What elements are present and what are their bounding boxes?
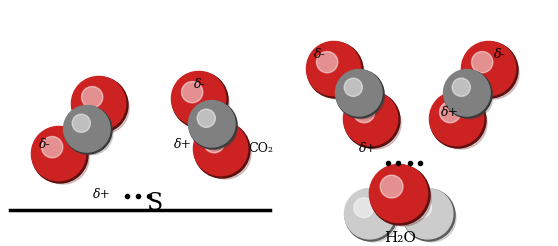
Circle shape (171, 71, 226, 126)
Circle shape (444, 70, 490, 116)
Circle shape (189, 101, 237, 149)
Text: δ-: δ- (39, 138, 51, 152)
Text: H₂O: H₂O (384, 231, 416, 245)
Circle shape (78, 83, 129, 134)
Circle shape (436, 98, 487, 149)
Text: δ-: δ- (194, 77, 206, 91)
Circle shape (200, 128, 251, 179)
Circle shape (69, 111, 113, 155)
Circle shape (376, 171, 431, 226)
Circle shape (430, 92, 486, 148)
Circle shape (316, 51, 338, 73)
Circle shape (71, 77, 126, 131)
Circle shape (344, 188, 395, 239)
Circle shape (370, 165, 430, 225)
Circle shape (194, 122, 248, 176)
Text: S: S (147, 193, 163, 215)
Circle shape (336, 70, 384, 118)
Circle shape (181, 81, 203, 103)
Text: δ+: δ+ (93, 188, 111, 201)
Circle shape (350, 194, 398, 242)
Circle shape (369, 164, 427, 223)
Circle shape (402, 188, 453, 239)
Circle shape (81, 87, 103, 108)
Circle shape (72, 77, 128, 133)
Circle shape (64, 106, 112, 154)
Circle shape (197, 109, 215, 127)
Circle shape (344, 92, 400, 148)
Text: δ-: δ- (314, 48, 326, 62)
Circle shape (32, 127, 88, 183)
Circle shape (189, 101, 235, 147)
Text: δ-: δ- (494, 48, 506, 62)
Circle shape (461, 41, 516, 96)
Circle shape (354, 198, 374, 218)
Text: CO₂: CO₂ (248, 141, 273, 154)
Circle shape (449, 75, 493, 119)
Circle shape (177, 77, 229, 129)
Circle shape (72, 114, 90, 132)
Circle shape (462, 42, 518, 98)
Circle shape (468, 47, 519, 99)
Circle shape (306, 41, 361, 96)
Circle shape (345, 189, 397, 241)
Circle shape (307, 42, 363, 98)
Text: δ+: δ+ (359, 141, 377, 154)
Circle shape (172, 72, 228, 128)
Text: δ+: δ+ (174, 138, 192, 152)
Circle shape (440, 102, 461, 123)
Circle shape (312, 47, 364, 99)
Text: δ+: δ+ (441, 106, 459, 119)
Circle shape (31, 126, 86, 181)
Circle shape (430, 92, 484, 146)
Circle shape (41, 137, 63, 158)
Circle shape (444, 70, 492, 118)
Circle shape (354, 102, 375, 123)
Circle shape (350, 98, 401, 149)
Circle shape (37, 133, 89, 184)
Circle shape (341, 75, 385, 119)
Circle shape (343, 92, 398, 146)
Circle shape (403, 189, 455, 241)
Circle shape (452, 78, 470, 96)
Circle shape (344, 78, 362, 96)
Circle shape (472, 51, 493, 73)
Circle shape (194, 106, 238, 150)
Circle shape (408, 194, 456, 242)
Circle shape (335, 70, 382, 116)
Circle shape (204, 132, 225, 153)
Circle shape (194, 122, 250, 178)
Circle shape (412, 198, 431, 218)
Circle shape (380, 175, 403, 198)
Circle shape (64, 106, 110, 152)
